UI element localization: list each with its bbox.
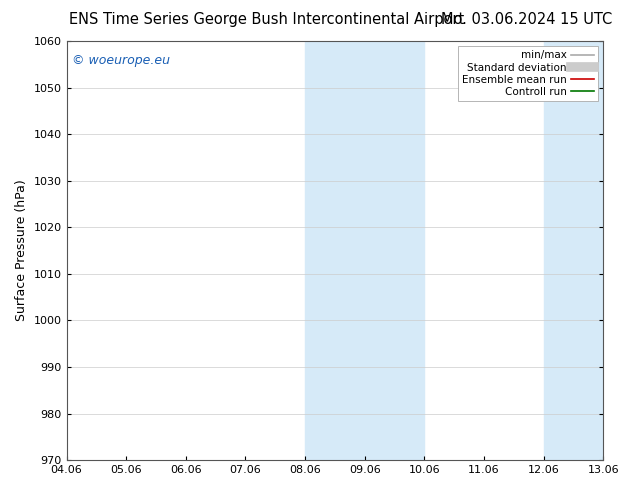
Text: © woeurope.eu: © woeurope.eu [72, 53, 170, 67]
Bar [543, 41, 603, 460]
Bar [305, 41, 424, 460]
Y-axis label: Surface Pressure (hPa): Surface Pressure (hPa) [15, 180, 28, 321]
Text: ENS Time Series George Bush Intercontinental Airport: ENS Time Series George Bush Intercontine… [68, 12, 464, 27]
Text: Mo. 03.06.2024 15 UTC: Mo. 03.06.2024 15 UTC [441, 12, 612, 27]
Legend: min/max, Standard deviation, Ensemble mean run, Controll run: min/max, Standard deviation, Ensemble me… [458, 46, 598, 101]
